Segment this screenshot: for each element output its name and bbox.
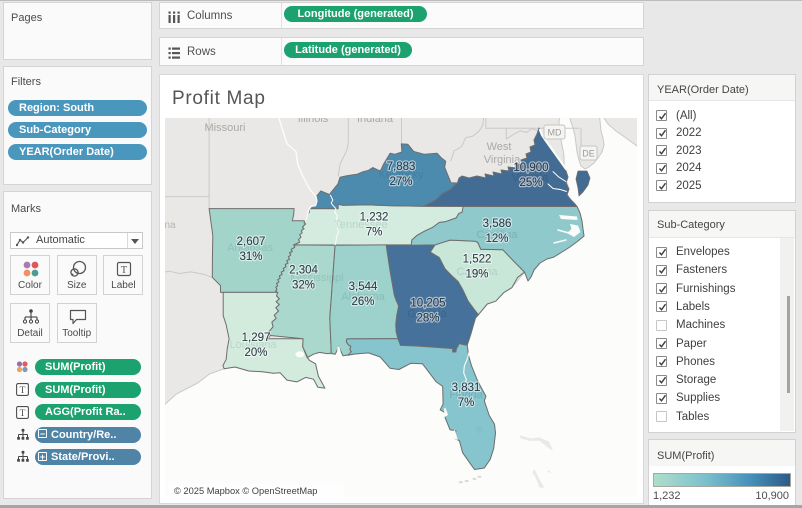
svg-text:25%: 25% (519, 177, 542, 189)
svg-text:Missouri: Missouri (205, 122, 246, 134)
svg-text:Indiana: Indiana (357, 118, 394, 125)
svg-text:Alabama: Alabama (341, 291, 385, 303)
svg-text:West: West (487, 141, 512, 153)
svg-text:10,900: 10,900 (513, 162, 548, 174)
svg-text:1,522: 1,522 (463, 254, 492, 266)
svg-text:27%: 27% (389, 176, 412, 188)
svg-text:20%: 20% (244, 347, 267, 359)
svg-text:10,205: 10,205 (410, 298, 445, 310)
svg-text:1,232: 1,232 (360, 212, 389, 224)
svg-text:1,297: 1,297 (242, 332, 271, 344)
svg-text:10,205: 10,205 (410, 298, 445, 310)
svg-text:Kentucky: Kentucky (378, 169, 424, 181)
svg-text:26%: 26% (351, 296, 374, 308)
svg-text:Florida: Florida (449, 389, 484, 401)
svg-text:7%: 7% (366, 227, 383, 239)
svg-text:Carolina: Carolina (457, 266, 499, 278)
svg-text:7,883: 7,883 (387, 161, 416, 173)
svg-text:Virginia: Virginia (512, 172, 549, 184)
svg-text:3,586: 3,586 (483, 218, 512, 230)
svg-text:26%: 26% (351, 296, 374, 308)
svg-text:Tennessee: Tennessee (334, 219, 387, 231)
svg-text:Arkansas: Arkansas (227, 242, 273, 254)
svg-text:10,900: 10,900 (513, 162, 548, 174)
svg-text:T: T (20, 386, 26, 396)
svg-text:Carolina: Carolina (477, 229, 519, 241)
svg-text:28%: 28% (416, 313, 439, 325)
svg-text:25%: 25% (519, 177, 542, 189)
svg-text:32%: 32% (292, 280, 315, 292)
svg-text:7,883: 7,883 (387, 161, 416, 173)
svg-text:2,607: 2,607 (237, 236, 266, 248)
svg-text:1,297: 1,297 (242, 332, 271, 344)
svg-text:7%: 7% (366, 227, 383, 239)
svg-text:© 2025 Mapbox © OpenStreetMap: © 2025 Mapbox © OpenStreetMap (174, 486, 317, 496)
svg-text:19%: 19% (465, 269, 488, 281)
svg-text:Georgia: Georgia (407, 308, 447, 320)
svg-text:12%: 12% (485, 233, 508, 245)
svg-text:19%: 19% (465, 269, 488, 281)
svg-text:28%: 28% (416, 313, 439, 325)
svg-text:DE: DE (582, 149, 595, 159)
svg-text:1,232: 1,232 (360, 212, 389, 224)
svg-text:Illinois: Illinois (298, 118, 329, 125)
svg-text:Louisiana: Louisiana (229, 339, 277, 351)
svg-text:T: T (20, 409, 26, 419)
svg-text:7%: 7% (458, 397, 475, 409)
svg-text:12%: 12% (485, 233, 508, 245)
svg-text:32%: 32% (292, 280, 315, 292)
svg-text:2,607: 2,607 (237, 236, 266, 248)
svg-text:na: na (165, 220, 176, 231)
svg-text:MD: MD (548, 128, 562, 138)
svg-text:31%: 31% (239, 251, 262, 263)
svg-text:20%: 20% (244, 347, 267, 359)
svg-text:T: T (121, 265, 128, 276)
svg-text:27%: 27% (389, 176, 412, 188)
svg-text:3,544: 3,544 (349, 281, 378, 293)
svg-text:2,304: 2,304 (289, 265, 318, 277)
svg-text:3,831: 3,831 (452, 382, 481, 394)
svg-text:3,544: 3,544 (349, 281, 378, 293)
svg-text:Mississippi: Mississippi (290, 272, 343, 284)
svg-text:1,522: 1,522 (463, 254, 492, 266)
svg-text:3,586: 3,586 (483, 218, 512, 230)
svg-text:31%: 31% (239, 251, 262, 263)
svg-text:7%: 7% (458, 397, 475, 409)
svg-text:3,831: 3,831 (452, 382, 481, 394)
svg-text:Virginia: Virginia (484, 154, 521, 166)
svg-text:2,304: 2,304 (289, 265, 318, 277)
